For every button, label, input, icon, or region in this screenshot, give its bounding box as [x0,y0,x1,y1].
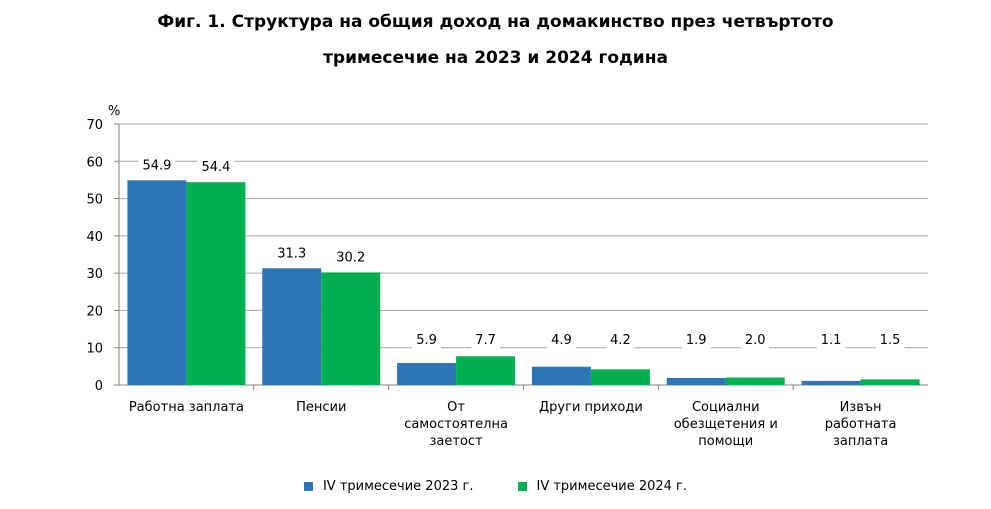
data-label: 7.7 [475,333,496,348]
legend-label-2024: IV тримесечие 2024 г. [536,479,688,494]
legend-item-2023: IV тримесечие 2023 г. [303,479,474,494]
category-label: заетост [430,434,484,449]
data-label: 1.1 [821,333,842,348]
y-tick-label: 70 [86,118,103,133]
chart-subtitle: тримесечие на 2023 и 2024 година [323,48,668,68]
category-label: заплата [833,434,888,449]
y-tick-label: 30 [86,267,103,282]
category-label: Пенсии [296,400,346,415]
data-label: 54.4 [201,160,230,175]
y-tick-label: 20 [86,304,103,319]
category-label: обезщетения и [674,417,778,432]
bar [321,272,381,385]
data-label-bg [332,248,370,268]
legend-swatch-2024 [517,482,527,491]
data-labels: 54.9 54.4 31.3 30.2 5.9 7.7 4.9 4.2 1.9 2.0 1.1 1.5 [138,156,905,351]
category-label: От [447,400,465,415]
bar [801,380,861,385]
data-label: 31.3 [277,246,306,261]
legend-item-2024: IV тримесечие 2024 г. [517,479,688,494]
data-label-bg [875,331,905,351]
data-label: 30.2 [336,250,365,265]
bar [456,356,516,385]
category-label: Други приходи [539,400,643,415]
bar [666,377,726,385]
legend-label-2023: IV тримесечие 2023 г. [322,479,474,494]
data-label-bg [471,331,500,351]
bars [127,180,920,385]
y-tick-label: 60 [86,155,103,170]
y-tick-label: 0 [95,379,103,394]
data-label: 1.5 [880,333,901,348]
data-label-bg [816,331,846,351]
bar [590,369,650,385]
y-axis: 0 10 20 30 40 50 60 70 [86,118,928,394]
data-label: 1.9 [686,333,707,348]
category-label: Работна заплата [129,400,244,415]
y-tick-label: 40 [86,230,103,245]
bar [725,377,785,385]
data-label-bg [273,244,311,264]
bar [531,366,591,385]
bar [397,363,457,385]
bar [860,379,920,385]
data-label-bg [197,158,235,178]
data-label-bg [681,331,711,351]
data-label-bg [740,331,770,351]
data-label-bg [606,331,635,351]
data-label: 4.9 [551,333,572,348]
chart-title: Фиг. 1. Структура на общия доход на дома… [157,12,834,32]
data-label: 2.0 [745,333,766,348]
bar-chart: 0 10 20 30 40 50 60 70 % 54.9 54.4 31.3 30.2 5.9 7.7… [86,104,928,449]
data-label: 5.9 [416,333,437,348]
data-label-bg [138,156,176,176]
category-label: помощи [698,434,753,449]
category-labels: Работна заплата Пенсии От самостоятелна зает… [129,400,897,449]
bar [186,182,246,385]
y-tick-label: 50 [86,193,103,208]
y-axis-unit: % [108,104,120,119]
y-tick-label: 10 [86,342,103,357]
category-label: Социални [692,400,760,415]
data-label-bg [412,331,441,351]
gridlines [119,123,928,349]
data-label: 4.2 [610,333,631,348]
legend: IV тримесечие 2023 г. IV тримесечие 2024… [0,479,991,494]
bar [127,180,187,385]
category-label: работната [825,417,897,432]
data-label: 54.9 [142,158,171,173]
bar [262,268,322,385]
legend-swatch-2023 [303,482,313,491]
category-label: Извън [840,400,882,415]
category-label: самостоятелна [404,417,508,432]
data-label-bg [547,331,576,351]
